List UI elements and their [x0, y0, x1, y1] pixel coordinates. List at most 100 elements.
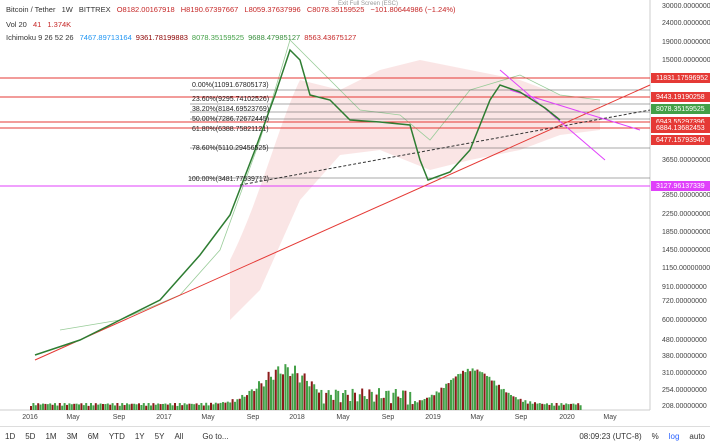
time-axis: 2016 May Sep 2017 May Sep 2018 May Sep 2019 May Sep…	[22, 414, 617, 421]
percent[interactable]: %	[651, 431, 659, 441]
price-tag	[651, 123, 710, 133]
price-tag	[651, 117, 710, 127]
volume-bar	[498, 384, 500, 410]
volume-bar	[476, 369, 479, 410]
ichimoku-value: 8078.35159525	[191, 33, 245, 42]
range-button[interactable]: 6M	[87, 431, 99, 441]
volume-bar	[363, 396, 366, 410]
time-label: 2017	[156, 414, 172, 421]
auto[interactable]: auto	[689, 431, 705, 441]
time-label: May	[201, 414, 215, 421]
volume-bar	[378, 388, 380, 410]
volume-bar	[457, 374, 460, 410]
price-tag	[651, 73, 710, 83]
time-label: 2018	[289, 414, 305, 421]
price-tag-label: 3127.96137339	[656, 183, 705, 190]
price-line	[34, 48, 561, 356]
header: Bitcoin / Tether 1W BITTREX O8182.001679…	[6, 5, 460, 14]
log[interactable]: log	[668, 431, 680, 441]
volume-bar	[466, 368, 469, 410]
toolbar: 1D 5D 1M 3M 6M YTD 1Y 5Y All Go to... 08:09:23 (…	[0, 426, 710, 445]
price-tag	[651, 104, 710, 114]
range-button[interactable]: 3M	[66, 431, 78, 441]
volume-bar	[270, 376, 272, 410]
volume-bar	[555, 403, 558, 410]
fib-labels: 0.00%(11091.67805173) 23.60%(9295.7410252…	[188, 82, 269, 183]
volume-bar	[524, 400, 527, 410]
volume-bar	[459, 373, 462, 410]
volume-bar	[373, 401, 376, 410]
volume-bar	[174, 403, 176, 410]
volume-bar	[490, 380, 493, 410]
goto[interactable]: Go to...	[202, 431, 229, 441]
volume-bar	[44, 403, 47, 410]
volume-bar	[279, 373, 282, 410]
volume-bar	[226, 401, 229, 410]
volume-bar	[488, 376, 491, 410]
volume-bar	[426, 397, 428, 410]
volume-bar	[39, 404, 42, 410]
time-label: Sep	[515, 414, 528, 421]
volume-bar	[157, 403, 160, 410]
price-tag-label: 6477.15793940	[656, 137, 705, 144]
volume-bar	[310, 381, 313, 410]
exit-fullscreen[interactable]: Exit Full Screen (ESC)	[338, 1, 399, 7]
price-label: 600.00000000	[662, 317, 707, 324]
volume-bar	[90, 403, 92, 410]
volume-bar	[253, 391, 256, 410]
label: Vol 20	[6, 20, 27, 29]
range-button[interactable]: 1Y	[134, 431, 145, 441]
volume-bar	[440, 387, 443, 410]
trendline	[34, 84, 651, 361]
volume-bar	[442, 387, 445, 410]
volume-bar	[118, 405, 121, 410]
volume-bar	[106, 403, 109, 410]
ichimoku-legend: Ichimoku 9 26 52 26 7467.89713164 9361.78…	[6, 33, 360, 42]
volume-bar	[114, 405, 116, 410]
volume-bar	[522, 401, 524, 410]
volume-bar	[387, 390, 390, 410]
volume-bar	[368, 389, 371, 410]
volume-bar	[445, 383, 448, 410]
range-button[interactable]: 1M	[45, 431, 57, 441]
range-button[interactable]: 1D	[5, 431, 16, 441]
volume-bar	[291, 373, 294, 410]
volume-bar	[217, 403, 220, 410]
volume-bar	[550, 403, 553, 410]
volume-bar	[529, 401, 532, 410]
price-label: 3650.00000000	[662, 157, 710, 164]
volume-bar	[469, 371, 472, 410]
ichimoku-value: 9361.78199883	[135, 33, 188, 42]
volume-bar	[399, 397, 402, 410]
volume-bar	[133, 403, 136, 410]
volume-bar	[313, 384, 316, 410]
volume-bar	[116, 403, 119, 410]
range-button[interactable]: 5Y	[154, 431, 165, 441]
volume-bar	[404, 390, 407, 410]
volume-bar	[438, 392, 440, 410]
range-button[interactable]: YTD	[108, 431, 125, 441]
volume-bar	[73, 403, 76, 410]
volume-bar	[241, 394, 244, 410]
volume-bar	[289, 376, 292, 410]
volume-bar	[418, 400, 421, 410]
volume-bar	[567, 404, 570, 410]
volume-bar	[394, 389, 397, 410]
chart: 30000.00000000 24000.00000000 19000.000000…	[0, 0, 710, 421]
volume-bar	[325, 392, 328, 410]
volume-bar	[238, 398, 241, 410]
trendline	[239, 109, 651, 186]
volume-bar	[99, 403, 102, 410]
volume-bar	[382, 397, 385, 410]
ichimoku-value: 9688.47985127	[248, 33, 301, 42]
volume-bar	[205, 402, 208, 410]
volume-bar	[49, 403, 52, 410]
ichimoku-value: 8563.43675127	[304, 33, 357, 42]
volume-bar	[140, 405, 143, 410]
volume-bar	[183, 403, 186, 410]
range-button[interactable]: All	[174, 431, 184, 441]
volume-bar	[495, 385, 498, 410]
volume-bar	[92, 405, 95, 410]
range-button[interactable]: 5D	[25, 431, 36, 441]
volume-bar	[243, 396, 246, 410]
